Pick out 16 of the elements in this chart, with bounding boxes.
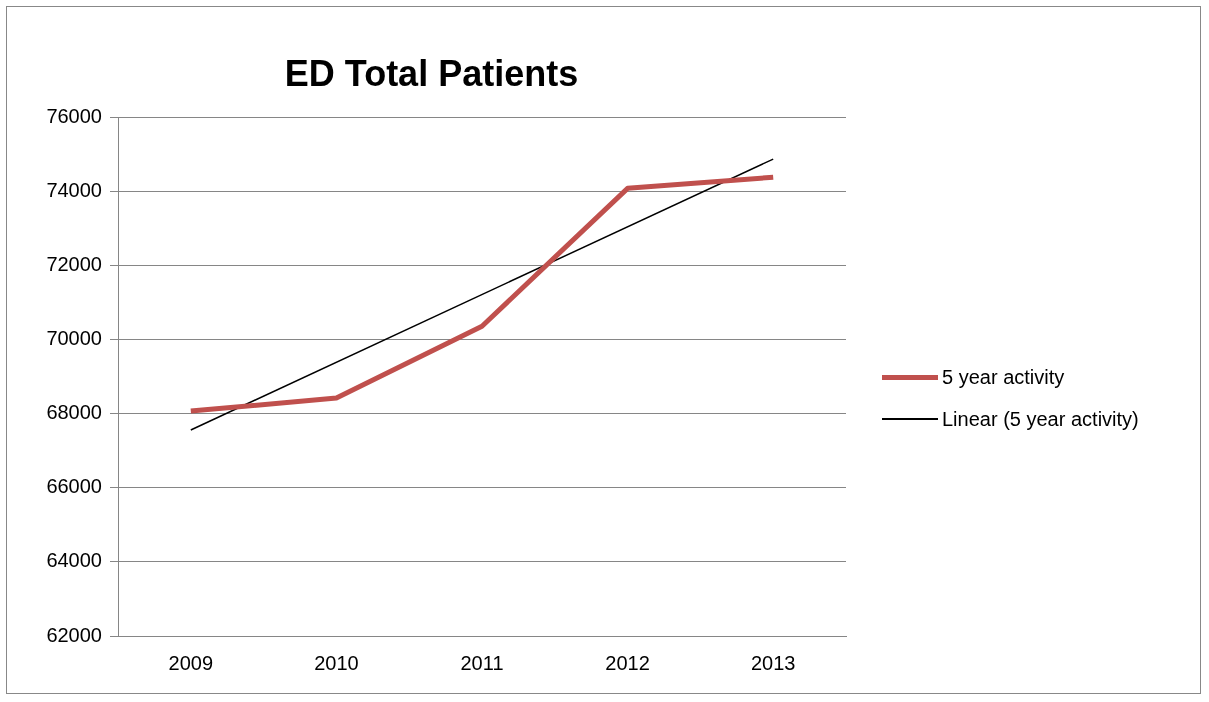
y-tick-label: 72000 [46, 252, 102, 275]
x-tick-label: 2009 [168, 651, 214, 674]
legend-label: Linear (5 year activity) [942, 407, 1139, 431]
y-tick-label: 74000 [46, 178, 102, 201]
x-tick-label: 2013 [750, 651, 796, 674]
legend-label: 5 year activity [942, 365, 1065, 389]
y-tick-label: 68000 [46, 401, 102, 424]
x-tick-label: 2012 [605, 651, 650, 674]
y-tick-label: 70000 [46, 327, 102, 350]
x-tick-label: 2011 [460, 651, 504, 674]
x-tick-label: 2010 [314, 651, 359, 674]
y-tick-label: 66000 [46, 475, 102, 498]
y-tick-label: 76000 [46, 104, 102, 127]
y-tick-label: 62000 [46, 623, 102, 646]
chart-title: ED Total Patients [284, 52, 579, 94]
y-tick-label: 64000 [46, 549, 102, 572]
